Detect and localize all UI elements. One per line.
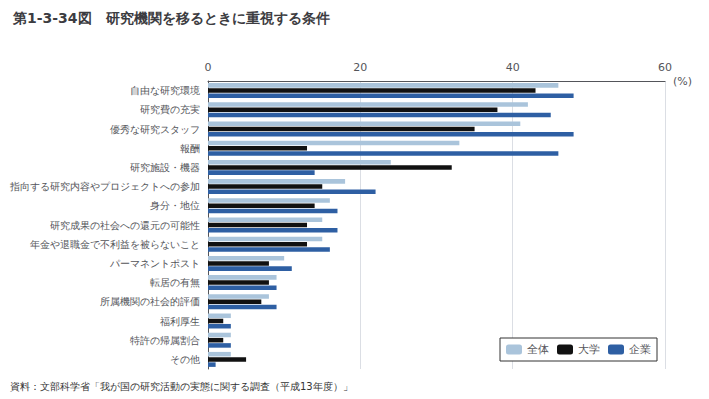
svg-text:全体: 全体	[527, 343, 549, 356]
svg-text:特許の帰属割合: 特許の帰属割合	[130, 335, 200, 346]
svg-text:指向する研究内容やプロジェクトへの参加: 指向する研究内容やプロジェクトへの参加	[9, 181, 200, 192]
svg-text:研究施設・機器: 研究施設・機器	[130, 162, 200, 173]
svg-text:身分・地位: 身分・地位	[150, 200, 200, 211]
svg-text:大学: 大学	[578, 343, 600, 356]
svg-text:資料：文部科学省「我が国の研究活動の実態に関する調査（平成1: 資料：文部科学省「我が国の研究活動の実態に関する調査（平成13年度）」	[10, 381, 353, 392]
svg-text:年金や退職金で不利益を被らないこと: 年金や退職金で不利益を被らないこと	[30, 239, 200, 250]
svg-text:60: 60	[658, 61, 672, 74]
svg-text:福利厚生: 福利厚生	[160, 316, 200, 327]
svg-text:40: 40	[506, 61, 520, 74]
svg-text:第1-3-34図 研究機関を移るときに重視する条件: 第1-3-34図 研究機関を移るときに重視する条件	[12, 10, 330, 26]
svg-text:企業: 企業	[629, 343, 651, 356]
svg-text:その他: その他	[170, 354, 200, 365]
svg-text:報酬: 報酬	[180, 143, 200, 154]
svg-text:パーマネントポスト: パーマネントポスト	[109, 258, 200, 269]
svg-text:転居の有無: 転居の有無	[150, 277, 200, 288]
svg-text:優秀な研究スタッフ: 優秀な研究スタッフ	[110, 124, 200, 135]
svg-text:研究費の充実: 研究費の充実	[140, 104, 200, 115]
svg-text:研究成果の社会への還元の可能性: 研究成果の社会への還元の可能性	[50, 220, 200, 231]
svg-text:0: 0	[205, 61, 212, 74]
svg-text:(%): (%)	[673, 75, 692, 88]
svg-text:所属機関の社会的評価: 所属機関の社会的評価	[100, 296, 200, 307]
svg-text:自由な研究環境: 自由な研究環境	[130, 85, 200, 96]
svg-text:20: 20	[353, 61, 367, 74]
